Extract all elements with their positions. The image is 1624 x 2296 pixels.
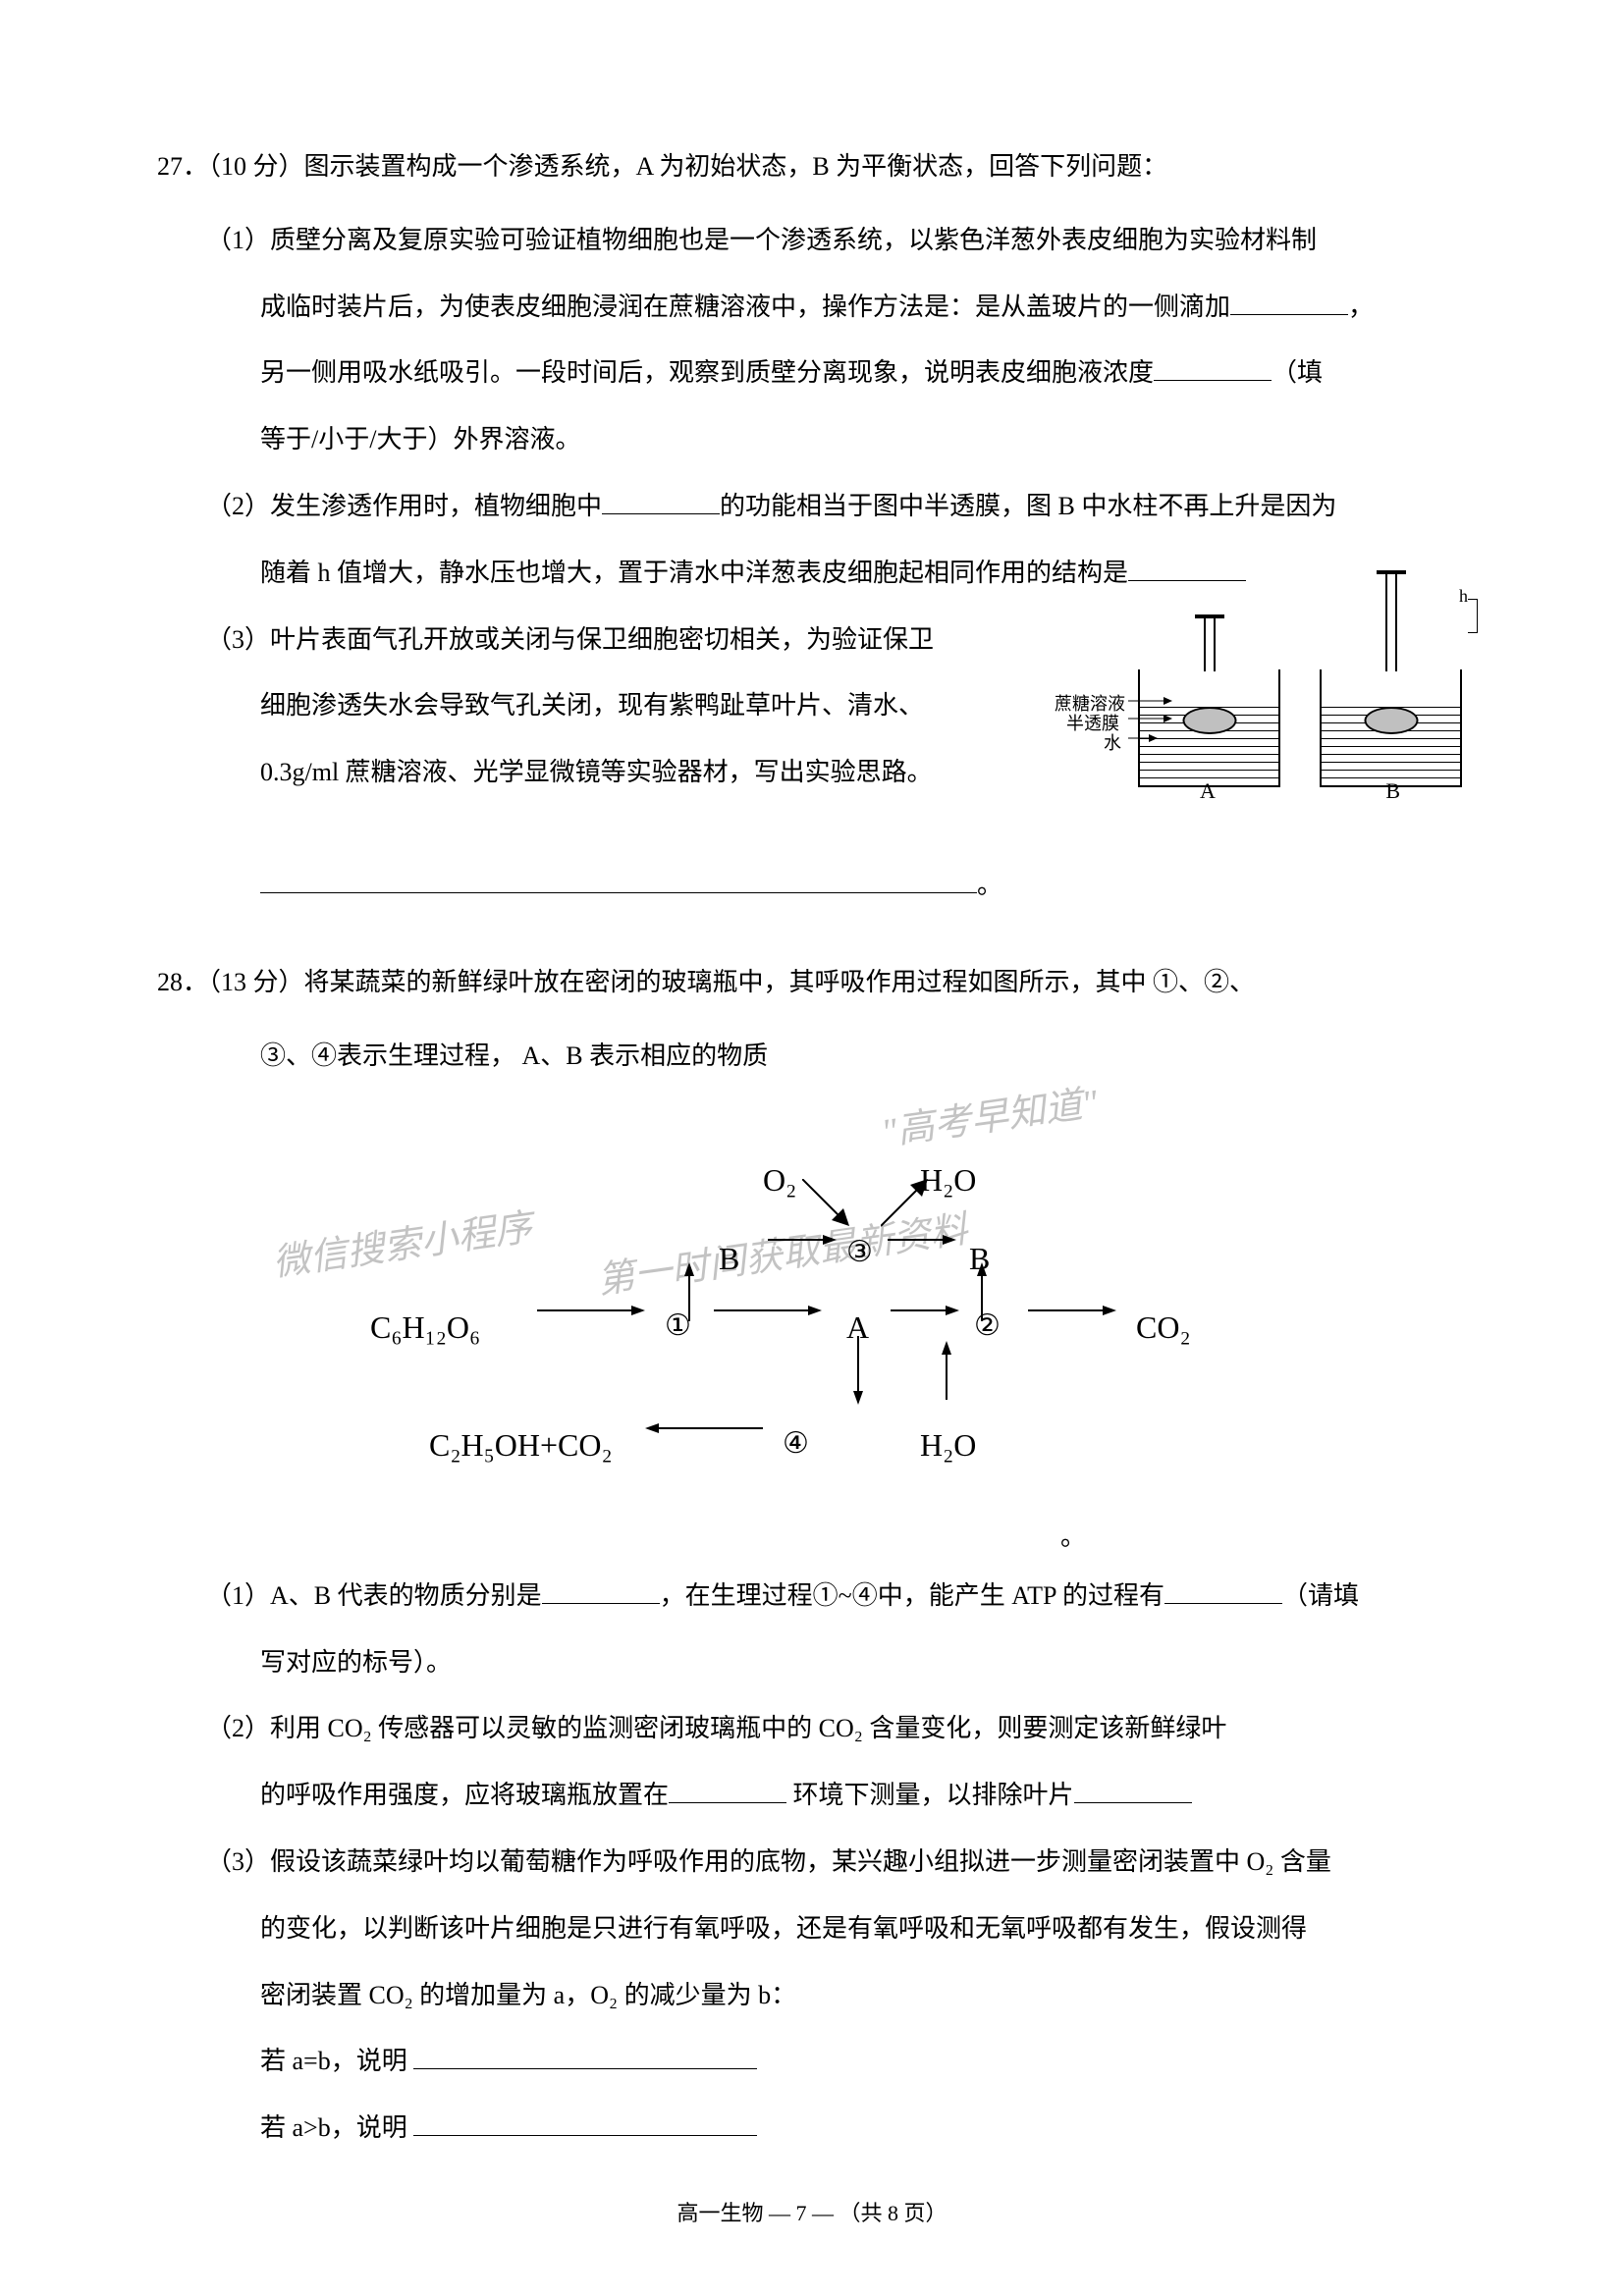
b1-node: B: [719, 1223, 739, 1296]
q27-sub2-line2: 随着 h 值增大，静水压也增大，置于清水中洋葱表皮细胞起相同作用的结构是: [157, 544, 1467, 603]
water-label: 水: [1104, 723, 1121, 764]
blank-fill: [1128, 560, 1246, 581]
h2o-bottom-node: H₂O: [920, 1410, 976, 1482]
question-28: 28．（13 分）将某蔬菜的新鲜绿叶放在密闭的玻璃瓶中，其呼吸作用过程如图所示，…: [157, 953, 1467, 2158]
q27-sub1-line3: 另一侧用吸水纸吸引。一段时间后，观察到质壁分离现象，说明表皮细胞液浓度（填: [157, 344, 1467, 402]
q28-header-line2: ③、④表示生理过程， A、B 表示相应的物质: [157, 1027, 1467, 1086]
q27-sub1-line4: 等于/小于/大于）外界溶液。: [157, 410, 1467, 469]
arrow-icon: [537, 1304, 645, 1317]
num3: ③: [846, 1218, 873, 1286]
q28-case1: 若 a=b，说明: [157, 2032, 1467, 2091]
tube-a: [1204, 617, 1216, 671]
arrow-diag-icon: [802, 1179, 851, 1228]
arrow-up-icon: [940, 1341, 953, 1400]
blank-fill: [542, 1582, 660, 1604]
arrow-icon: [714, 1304, 822, 1317]
o2-node: O₂: [763, 1145, 796, 1217]
membrane-bag-a: [1182, 707, 1236, 734]
question-27: 27．（10 分）图示装置构成一个渗透系统，A 为初始状态，B 为平衡状态，回答…: [157, 137, 1467, 914]
arrow-diag-icon: [881, 1179, 930, 1228]
q27-sub3-answer-line: 。: [157, 856, 1467, 915]
respiration-diagram: 微信搜索小程序 "高考早知道" 第一时间获取最新资料 C₆H₁₂O₆ C₂H₅O…: [370, 1115, 1254, 1459]
blank-fill: [1074, 1782, 1192, 1803]
q27-sub2-line1: （2）发生渗透作用时，植物细胞中的功能相当于图中半透膜，图 B 中水柱不再上升是…: [157, 477, 1467, 536]
arrow-left-icon: [645, 1421, 763, 1435]
q28-period: 。: [157, 1508, 1467, 1567]
blank-fill: [413, 2048, 757, 2069]
q27-sub1-line2: 成临时装片后，为使表皮细胞浸润在蔗糖溶液中，操作方法是：是从盖玻片的一侧滴加，: [157, 278, 1467, 337]
num4: ④: [783, 1410, 809, 1477]
arrow-icon: [888, 1233, 956, 1247]
label-a: A: [1200, 767, 1216, 817]
co2-node: CO₂: [1136, 1292, 1191, 1364]
blank-fill-long: [260, 872, 977, 893]
blank-fill: [413, 2114, 757, 2136]
arrow-up-icon: [682, 1262, 696, 1321]
arrow-icon: [891, 1304, 959, 1317]
glucose-node: C₆H₁₂O₆: [370, 1292, 480, 1364]
h-label: h: [1459, 576, 1468, 616]
arrow-icon: [1028, 1304, 1116, 1317]
ethanol-node: C₂H₅OH+CO₂: [429, 1410, 613, 1482]
flange-a: [1195, 614, 1224, 618]
q28-header-line1: 28．（13 分）将某蔬菜的新鲜绿叶放在密闭的玻璃瓶中，其呼吸作用过程如图所示，…: [157, 953, 1467, 1012]
membrane-bag-b: [1364, 707, 1418, 734]
osmosis-diagram: h 蔗糖溶液 半透膜 水 A B: [1133, 620, 1467, 817]
blank-fill: [1154, 359, 1272, 381]
q28-sub1-line2: 写对应的标号）。: [157, 1633, 1467, 1692]
q28-case2: 若 a>b，说明: [157, 2099, 1467, 2158]
q28-sub1: （1）A、B 代表的物质分别是，在生理过程①~④中，能产生 ATP 的过程有（请…: [157, 1567, 1467, 1626]
watermark-text: 微信搜索小程序: [267, 1186, 538, 1308]
tube-b: [1385, 573, 1397, 671]
label-b: B: [1385, 767, 1400, 817]
h-bracket: [1468, 599, 1478, 633]
arrow-icon: [1128, 713, 1172, 724]
q27-sub1-line1: （1）质壁分离及复原实验可验证植物细胞也是一个渗透系统，以紫色洋葱外表皮细胞为实…: [157, 211, 1467, 270]
arrow-icon: [1128, 732, 1158, 744]
q28-sub3-line2: 的变化，以判断该叶片细胞是只进行有氧呼吸，还是有氧呼吸和无氧呼吸都有发生，假设测…: [157, 1899, 1467, 1958]
blank-fill: [669, 1782, 786, 1803]
blank-fill: [1164, 1582, 1282, 1604]
page-footer: 高一生物 — 7 — （共 8 页）: [0, 2196, 1624, 2227]
q28-sub3-line1: （3）假设该蔬菜绿叶均以葡萄糖作为呼吸作用的底物，某兴趣小组拟进一步测量密闭装置…: [157, 1833, 1467, 1892]
q27-sub1-line2-text: 成临时装片后，为使表皮细胞浸润在蔗糖溶液中，操作方法是：是从盖玻片的一侧滴加: [260, 293, 1230, 321]
blank-fill: [1230, 294, 1348, 315]
arrow-icon: [768, 1233, 837, 1247]
q27-header: 27．（10 分）图示装置构成一个渗透系统，A 为初始状态，B 为平衡状态，回答…: [157, 137, 1467, 196]
q28-sub3-line3: 密闭装置 CO₂ 的增加量为 a，O₂ 的减少量为 b：: [157, 1966, 1467, 2025]
arrow-up-icon: [975, 1262, 989, 1321]
arrow-down-icon: [851, 1336, 865, 1405]
q27-sub1-line3-text: 另一侧用吸水纸吸引。一段时间后，观察到质壁分离现象，说明表皮细胞液浓度: [260, 358, 1154, 387]
flange-b: [1377, 570, 1406, 574]
blank-fill: [602, 493, 720, 514]
q28-sub2-line1: （2）利用 CO₂ 传感器可以灵敏的监测密闭玻璃瓶中的 CO₂ 含量变化，则要测…: [157, 1699, 1467, 1758]
q28-sub2-line2: 的呼吸作用强度，应将玻璃瓶放置在 环境下测量，以排除叶片: [157, 1766, 1467, 1825]
arrow-icon: [1128, 695, 1172, 707]
